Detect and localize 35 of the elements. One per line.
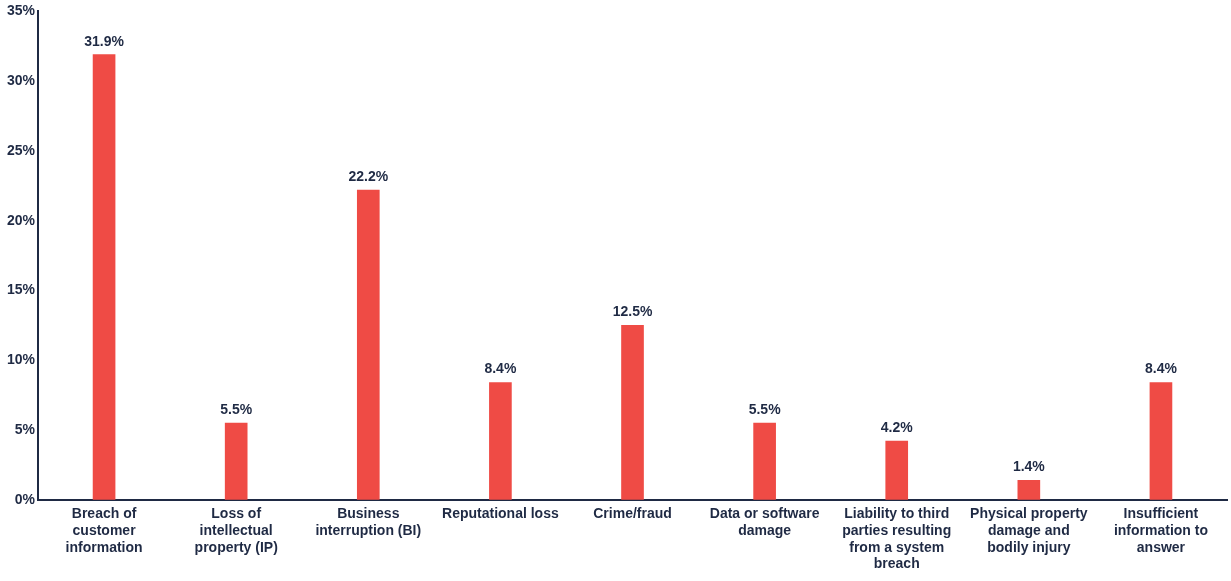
y-tick-label: 0% bbox=[14, 490, 36, 507]
bar bbox=[92, 54, 116, 500]
bar bbox=[621, 325, 644, 500]
x-tick-label: Reputational loss bbox=[442, 505, 559, 522]
x-tick-label: Liability to third parties resulting from a system breach bbox=[842, 505, 952, 572]
x-tick-label: Loss of intellectual property (IP) bbox=[194, 505, 278, 555]
x-tick-label: Breach of customer information bbox=[65, 505, 143, 555]
y-tick-label: 15% bbox=[6, 281, 36, 298]
data-label: 31.9% bbox=[84, 32, 125, 49]
data-label: 5.5% bbox=[748, 400, 782, 417]
x-tick-label: Physical property damage and bodily injury bbox=[970, 505, 1088, 555]
bar bbox=[224, 422, 248, 500]
bar bbox=[885, 440, 909, 500]
data-label: 22.2% bbox=[348, 167, 389, 184]
x-tick-label: Insufficient information to answer bbox=[1113, 505, 1208, 555]
y-tick-label: 25% bbox=[6, 141, 36, 158]
x-tick-label: Data or software damage bbox=[709, 505, 820, 538]
data-label: 5.5% bbox=[220, 400, 253, 417]
y-tick-label: 30% bbox=[6, 72, 36, 89]
x-tick-label: Crime/fraud bbox=[593, 505, 672, 522]
bar bbox=[489, 382, 512, 500]
bar bbox=[753, 422, 776, 500]
bar bbox=[1017, 479, 1041, 500]
data-label: 4.2% bbox=[880, 419, 914, 436]
data-label: 1.4% bbox=[1012, 458, 1046, 475]
y-tick-label: 10% bbox=[6, 351, 36, 368]
y-tick-label: 20% bbox=[6, 211, 36, 228]
data-label: 8.4% bbox=[484, 360, 517, 377]
data-label: 12.5% bbox=[612, 303, 653, 320]
bar bbox=[356, 189, 380, 500]
bar bbox=[1149, 382, 1173, 500]
y-tick-label: 5% bbox=[14, 420, 36, 437]
y-tick-label: 35% bbox=[6, 2, 36, 19]
data-label: 8.4% bbox=[1144, 360, 1178, 377]
x-tick-label: Business interruption (BI) bbox=[315, 505, 422, 538]
